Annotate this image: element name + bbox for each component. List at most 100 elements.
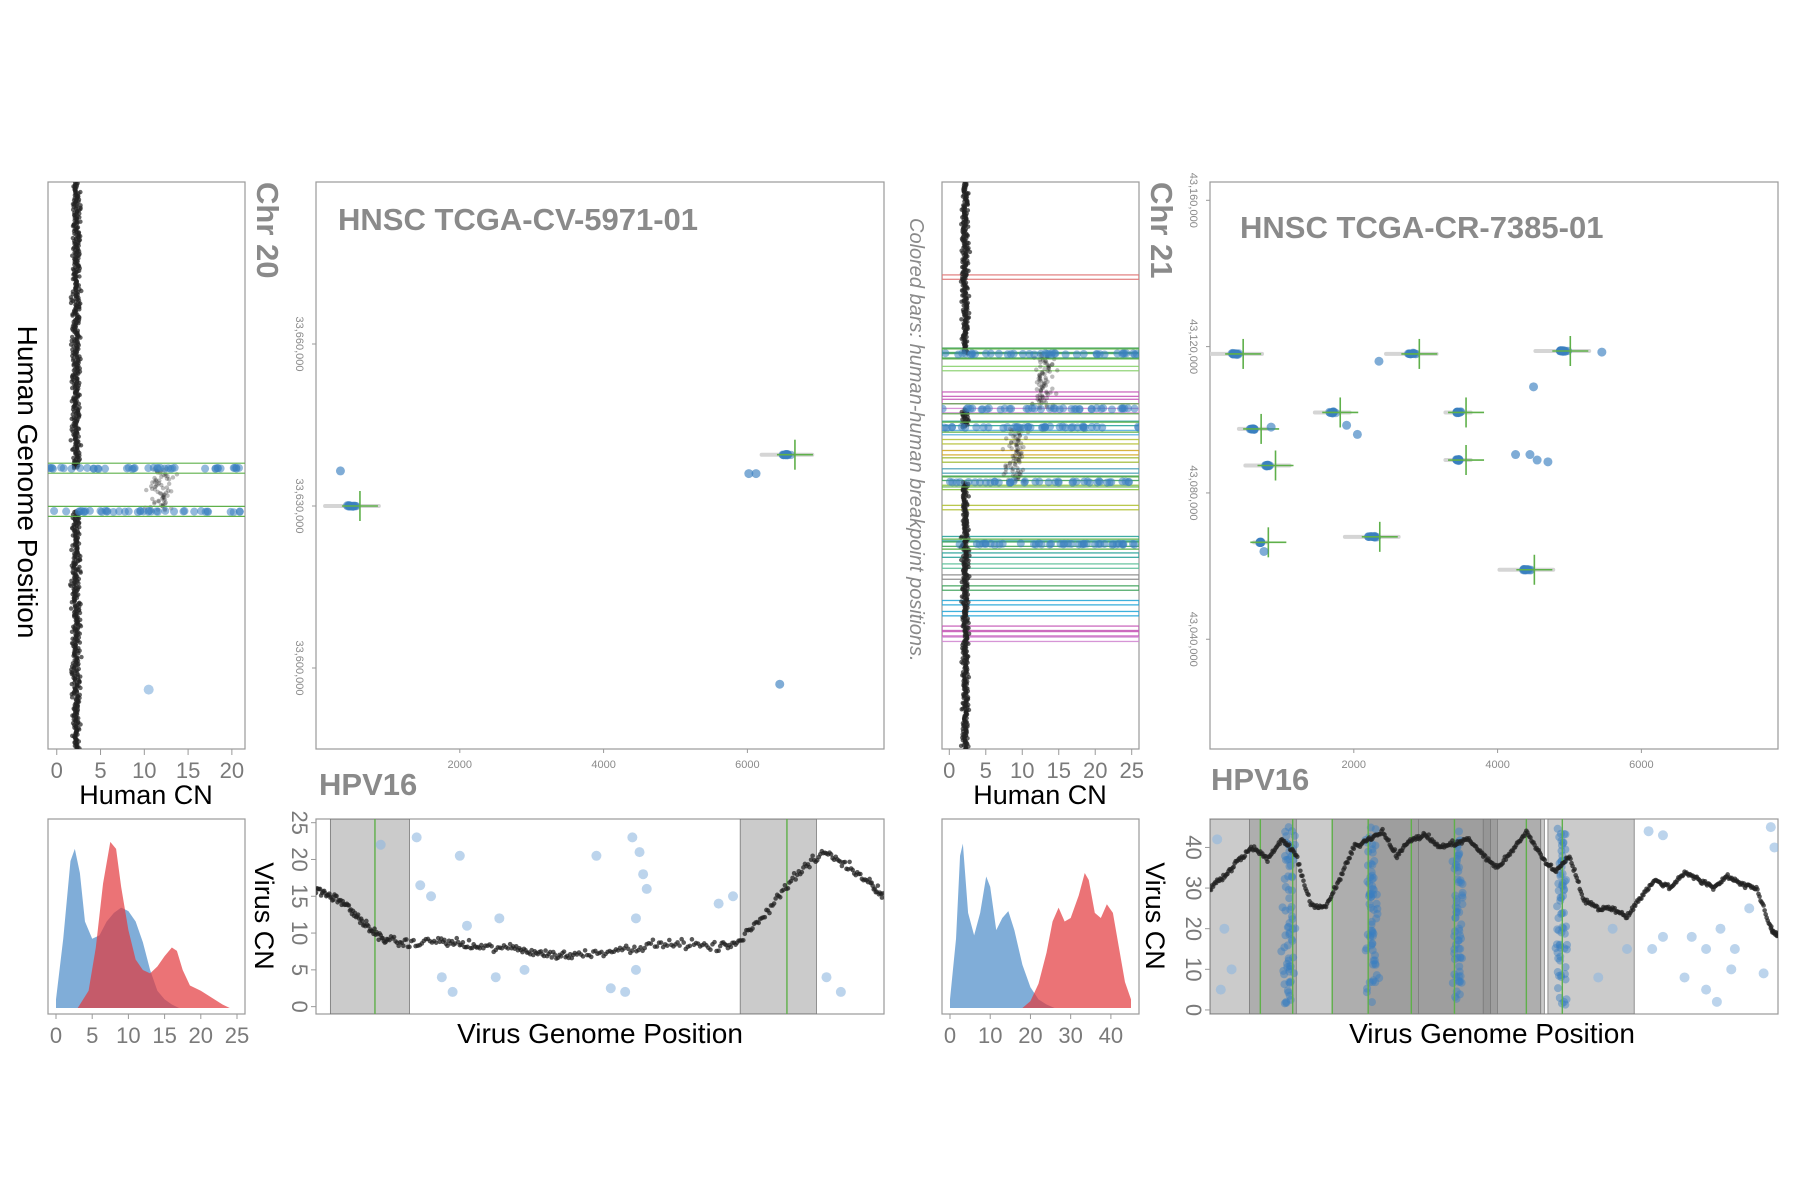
virus-breakpoint-column-point xyxy=(1559,839,1568,848)
breakpoint-row-point xyxy=(1087,405,1096,414)
virus-cn-tick-label: 0 xyxy=(1181,1004,1206,1016)
human-cn-point xyxy=(1039,384,1044,389)
breakpoint-bar xyxy=(942,574,1139,580)
virus-breakpoint-column-point xyxy=(1563,940,1572,949)
virus-breakpoint-column-point xyxy=(1284,872,1293,881)
human-cn-point xyxy=(156,480,162,486)
right-virus-cn-plot xyxy=(1210,819,1778,1014)
breakpoint-row-point xyxy=(1122,349,1131,358)
virus-breakpoint-column-point xyxy=(1371,959,1380,968)
human-cn-point xyxy=(150,480,155,485)
breakpoint-row-point xyxy=(1036,405,1045,414)
breakpoint-row-point xyxy=(1024,404,1033,413)
human-cn-point xyxy=(1038,364,1043,369)
main-x-tick-label: 2000 xyxy=(448,759,472,771)
breakpoint-row-point xyxy=(120,507,129,516)
human-cn-point xyxy=(168,489,174,494)
virus-breakpoint-column-point xyxy=(1557,971,1566,980)
breakpoint-row-point xyxy=(1096,540,1105,549)
virus-cn-profile-point xyxy=(767,910,772,916)
virus-breakpoint-column-point xyxy=(1365,978,1374,987)
human-cn-point xyxy=(159,491,164,497)
human-cn-point xyxy=(1017,433,1023,439)
virus-cn-profile-point xyxy=(355,912,361,917)
human-cn-point xyxy=(159,482,164,488)
virus-read-point xyxy=(1744,903,1755,914)
breakpoint-row-point xyxy=(1092,350,1101,359)
integration-shade xyxy=(1482,819,1491,1014)
human-cn-point xyxy=(157,478,162,483)
breakpoint-row-point xyxy=(161,506,170,515)
breakpoint-row-point xyxy=(954,350,963,359)
breakpoint-row-point xyxy=(964,477,973,486)
human-cn-point xyxy=(1009,446,1014,451)
human-cn-point xyxy=(77,286,82,292)
virus-breakpoint-column-point xyxy=(1280,980,1289,989)
virus-breakpoint-column-point xyxy=(1287,935,1296,944)
virus-breakpoint-column-point xyxy=(1283,959,1292,968)
virus-breakpoint-column-point xyxy=(1284,885,1293,894)
human-cn-point xyxy=(966,527,971,532)
virus-cn-profile-point xyxy=(1576,879,1582,885)
virus-cn-profile-point xyxy=(1639,896,1644,901)
virus-read-point xyxy=(1607,923,1618,934)
single-breakpoint-point xyxy=(1511,450,1521,460)
human-cn-point xyxy=(159,496,165,501)
human-cn-point xyxy=(1018,451,1024,456)
left-density-ticks: 0 5 10 15 20 25 xyxy=(50,1014,249,1048)
virus-cn-profile-point xyxy=(1342,865,1347,870)
virus-cn-profile-point xyxy=(807,864,812,870)
virus-breakpoint-column-point xyxy=(1368,884,1377,893)
virus-cn-profile-point xyxy=(839,863,845,869)
human-cn-point xyxy=(1040,371,1045,376)
virus-breakpoint-column-point xyxy=(1368,882,1377,891)
virus-breakpoint-column-point xyxy=(1561,975,1570,984)
human-cn-point xyxy=(1037,399,1042,404)
virus-cn-profile-point xyxy=(858,871,863,877)
breakpoint-row-point xyxy=(170,507,179,516)
virus-cn-profile-point xyxy=(740,937,746,943)
virus-breakpoint-column-point xyxy=(1454,944,1463,953)
integration-shade xyxy=(1210,819,1545,1014)
virus-cn-profile-point xyxy=(1646,886,1651,892)
virus-cn-profile-point xyxy=(777,895,783,900)
virus-read-point xyxy=(1647,944,1658,954)
breakpoint-row-point xyxy=(1107,478,1116,487)
virus-breakpoint-column-point xyxy=(1371,978,1380,987)
human-cn-tick-label: 20 xyxy=(1083,758,1107,783)
virus-breakpoint-column-point xyxy=(1281,931,1290,940)
human-cn-point xyxy=(1040,385,1045,391)
breakpoint-row-point xyxy=(1079,422,1088,431)
breakpoint-row-point xyxy=(190,507,199,516)
main-y-tick-label: 43,160,000 xyxy=(1187,173,1199,228)
single-breakpoint-point xyxy=(1543,457,1553,467)
human-cn-point xyxy=(68,582,73,587)
breakpoint-row-point xyxy=(1109,540,1118,549)
human-cn-point xyxy=(1050,386,1055,391)
human-cn-point xyxy=(1043,377,1049,383)
virus-cn-tick-label: 15 xyxy=(287,884,312,908)
single-breakpoint-point xyxy=(1374,356,1384,366)
virus-breakpoint-column-point xyxy=(1281,906,1290,915)
virus-cn-profile-point xyxy=(875,883,881,888)
virus-breakpoint-column-point xyxy=(1458,891,1467,900)
human-cn-point xyxy=(1012,462,1017,467)
left-main-ylabel: Human Genome Position xyxy=(12,326,43,639)
breakpoint-row-point xyxy=(1016,539,1025,548)
human-cn-point xyxy=(170,475,176,480)
virus-cn-profile-point xyxy=(1231,864,1236,870)
human-cn-point xyxy=(163,500,168,505)
virus-cn-profile-point xyxy=(677,943,682,948)
left-human-cn-ticks: 0 5 10 15 20 xyxy=(51,749,244,783)
human-cn-point xyxy=(1020,467,1026,473)
breakpoint-row-point xyxy=(1072,404,1081,413)
human-cn-point xyxy=(1041,382,1046,387)
breakpoint-row-point xyxy=(1037,540,1046,549)
virus-breakpoint-column-point xyxy=(1369,976,1378,985)
virus-cn-profile-point xyxy=(1572,866,1577,872)
single-breakpoint-point xyxy=(335,466,345,476)
virus-breakpoint-column-point xyxy=(1284,956,1293,965)
virus-density-area xyxy=(1022,873,1131,1008)
human-cn-point xyxy=(1043,383,1049,388)
virus-breakpoint-column-point xyxy=(1559,882,1568,891)
